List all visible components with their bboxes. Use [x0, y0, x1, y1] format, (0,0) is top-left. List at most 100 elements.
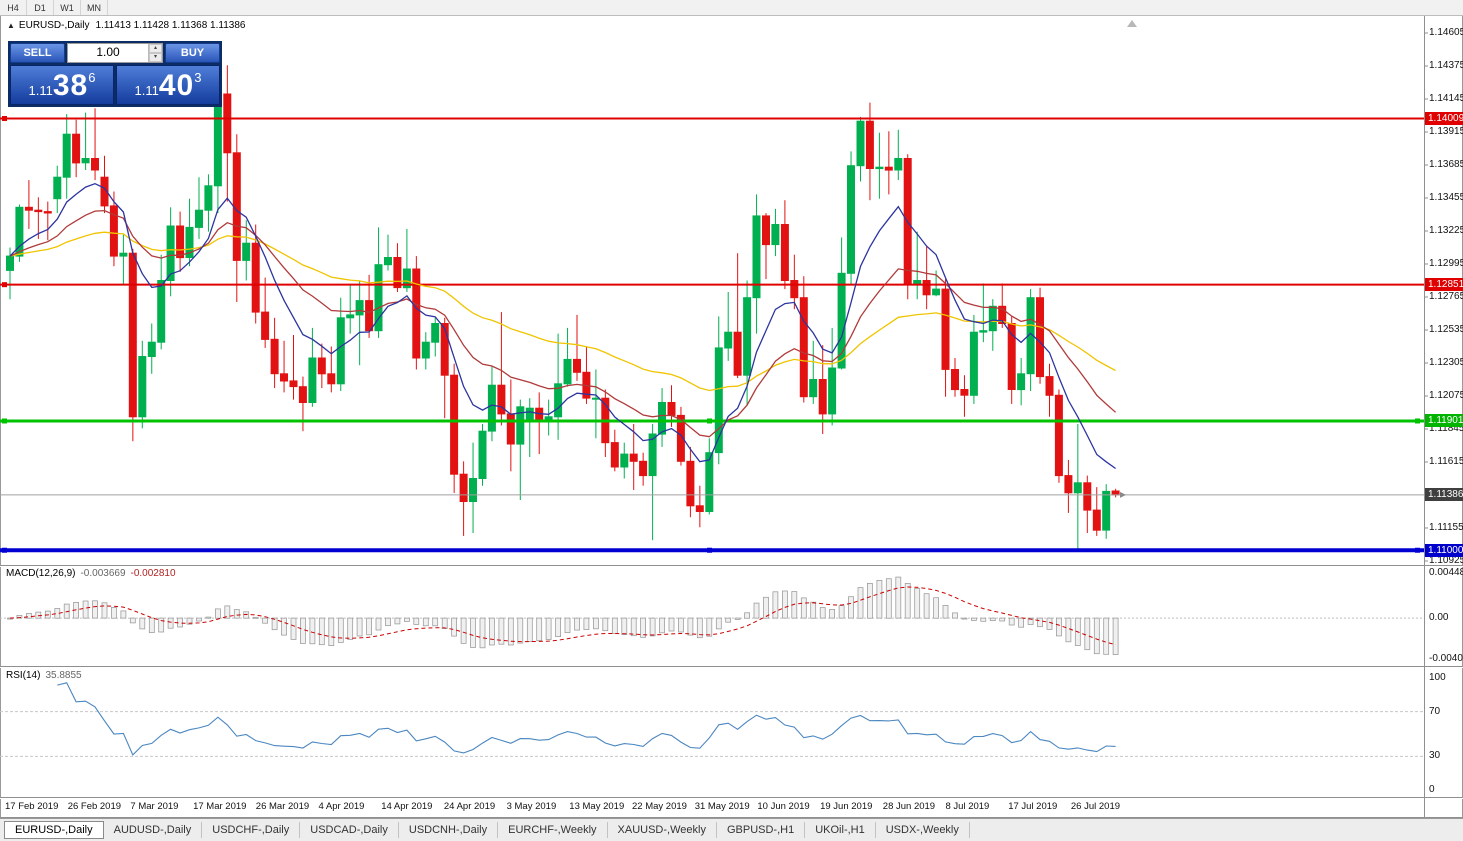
chart-tab-usdcad-daily[interactable]: USDCAD-,Daily [300, 822, 399, 838]
hline-handle[interactable] [1415, 418, 1420, 424]
macd-bar [356, 617, 363, 637]
candle-body [875, 166, 884, 170]
volume-increase-button[interactable]: ▴ [149, 44, 162, 53]
candle-body [799, 297, 808, 398]
collapse-trade-panel-icon[interactable]: ▲ [7, 21, 15, 30]
macd-bar [895, 576, 902, 619]
macd-bar [224, 605, 231, 619]
macd-bar [451, 617, 457, 637]
candle-body [941, 288, 950, 370]
hline-handle[interactable] [707, 547, 712, 553]
macd-bar [1046, 617, 1053, 630]
macd-bar [961, 617, 968, 620]
macd-bar [640, 617, 646, 638]
buy-button[interactable]: BUY [165, 43, 220, 63]
macd-bar [602, 617, 609, 632]
chart-ohlc-values: 1.11413 1.11428 1.11368 1.11386 [95, 20, 246, 31]
candle-body [884, 166, 893, 171]
candle-body [733, 331, 742, 376]
timeframe-d1[interactable]: D1 [27, 0, 54, 15]
hline-handle[interactable] [2, 418, 7, 424]
candle-body [676, 414, 685, 462]
candle-body [1092, 509, 1101, 531]
candle-body [24, 206, 33, 211]
macd-bar [574, 617, 580, 631]
chart-tab-eurchf-weekly[interactable]: EURCHF-,Weekly [498, 822, 608, 838]
candle-body [384, 257, 392, 266]
date-label: 4 Apr 2019 [318, 801, 365, 812]
timeframe-mn[interactable]: MN [81, 0, 108, 15]
buy-price-button[interactable]: 1.11 40 3 [116, 65, 220, 105]
chart-tab-ukoil-h1[interactable]: UKOil-,H1 [805, 822, 876, 838]
chart-tab-usdx-weekly[interactable]: USDX-,Weekly [876, 822, 970, 838]
macd-bar [838, 605, 845, 619]
candle-body [440, 323, 449, 376]
candle-body [1036, 297, 1044, 378]
date-label: 7 Mar 2019 [130, 801, 179, 812]
price-tick-label: 1.11615 [1429, 456, 1463, 467]
macd-scale-label: 0.00 [1429, 612, 1449, 624]
chart-tab-usdcnh-daily[interactable]: USDCNH-,Daily [399, 822, 499, 838]
chart-tab-xauusd-weekly[interactable]: XAUUSD-,Weekly [608, 822, 717, 838]
moving-averages [9, 182, 1117, 470]
macd-bar [328, 617, 335, 646]
candle-body [998, 305, 1007, 324]
timeframe-w1[interactable]: W1 [54, 0, 81, 15]
chart-tabs-bar: EURUSD-,Daily AUDUSD-,Daily USDCHF-,Daily U… [0, 818, 1463, 841]
rsi-name: RSI(14) [6, 670, 41, 681]
horizontal-line-objects [0, 116, 1424, 553]
volume-input[interactable]: 1.00 ▴ ▾ [67, 43, 163, 63]
macd-bar [980, 617, 987, 622]
sell-price-button[interactable]: 1.11 38 6 [10, 65, 114, 105]
price-tick-label: 1.12765 [1429, 291, 1463, 302]
date-label: 3 May 2019 [506, 801, 557, 812]
volume-spinner: ▴ ▾ [148, 44, 162, 62]
candle-body [837, 272, 846, 369]
chart-tab-eurusd-daily[interactable]: EURUSD-,Daily [4, 821, 104, 839]
candle-body [346, 314, 355, 319]
candle-body [308, 357, 317, 403]
chart-tab-usdchf-daily[interactable]: USDCHF-,Daily [202, 822, 301, 838]
macd-bar [366, 617, 372, 636]
candle-body [1017, 373, 1026, 391]
candle-body [270, 338, 279, 375]
candle-body [610, 442, 619, 468]
macd-bar [281, 617, 287, 636]
chart-tab-gbpusd-h1[interactable]: GBPUSD-,H1 [717, 822, 806, 838]
hline-handle[interactable] [1415, 547, 1420, 553]
buy-price-point: 3 [194, 70, 202, 85]
buy-price-pips: 40 [158, 69, 195, 102]
candle-body [459, 473, 468, 503]
sell-price-base: 1.11 [28, 83, 53, 98]
price-tick-label: 1.13685 [1429, 159, 1463, 170]
candle-body [355, 300, 364, 316]
timeframe-h4[interactable]: H4 [0, 0, 27, 15]
macd-bar [1056, 617, 1062, 637]
macd-bar [668, 617, 675, 632]
date-label: 10 Jun 2019 [757, 801, 810, 812]
one-click-trading-panel: SELL 1.00 ▴ ▾ BUY 1.11 38 6 1.11 40 3 [8, 41, 222, 107]
candle-body [865, 120, 874, 169]
macd-bar [753, 602, 760, 619]
candle-body [922, 280, 931, 296]
candle-body [43, 211, 52, 214]
hline-handle[interactable] [2, 116, 7, 122]
macd-bar [829, 609, 835, 619]
hline-handle[interactable] [2, 282, 7, 288]
candle-body [478, 430, 487, 480]
candle-body [450, 374, 459, 475]
volume-value[interactable]: 1.00 [96, 45, 120, 59]
macd-bar [819, 607, 826, 619]
hline-handle[interactable] [2, 547, 7, 553]
candle-body [109, 205, 118, 257]
hline-handle[interactable] [707, 418, 712, 424]
macd-bar [1093, 617, 1100, 655]
chart-tab-audusd-daily[interactable]: AUDUSD-,Daily [104, 822, 203, 838]
sell-button[interactable]: SELL [10, 43, 65, 63]
macd-bar [933, 597, 939, 619]
candle-body [1064, 475, 1073, 494]
date-label: 19 Jun 2019 [820, 801, 873, 812]
volume-decrease-button[interactable]: ▾ [149, 53, 162, 62]
macd-bar [876, 580, 883, 619]
